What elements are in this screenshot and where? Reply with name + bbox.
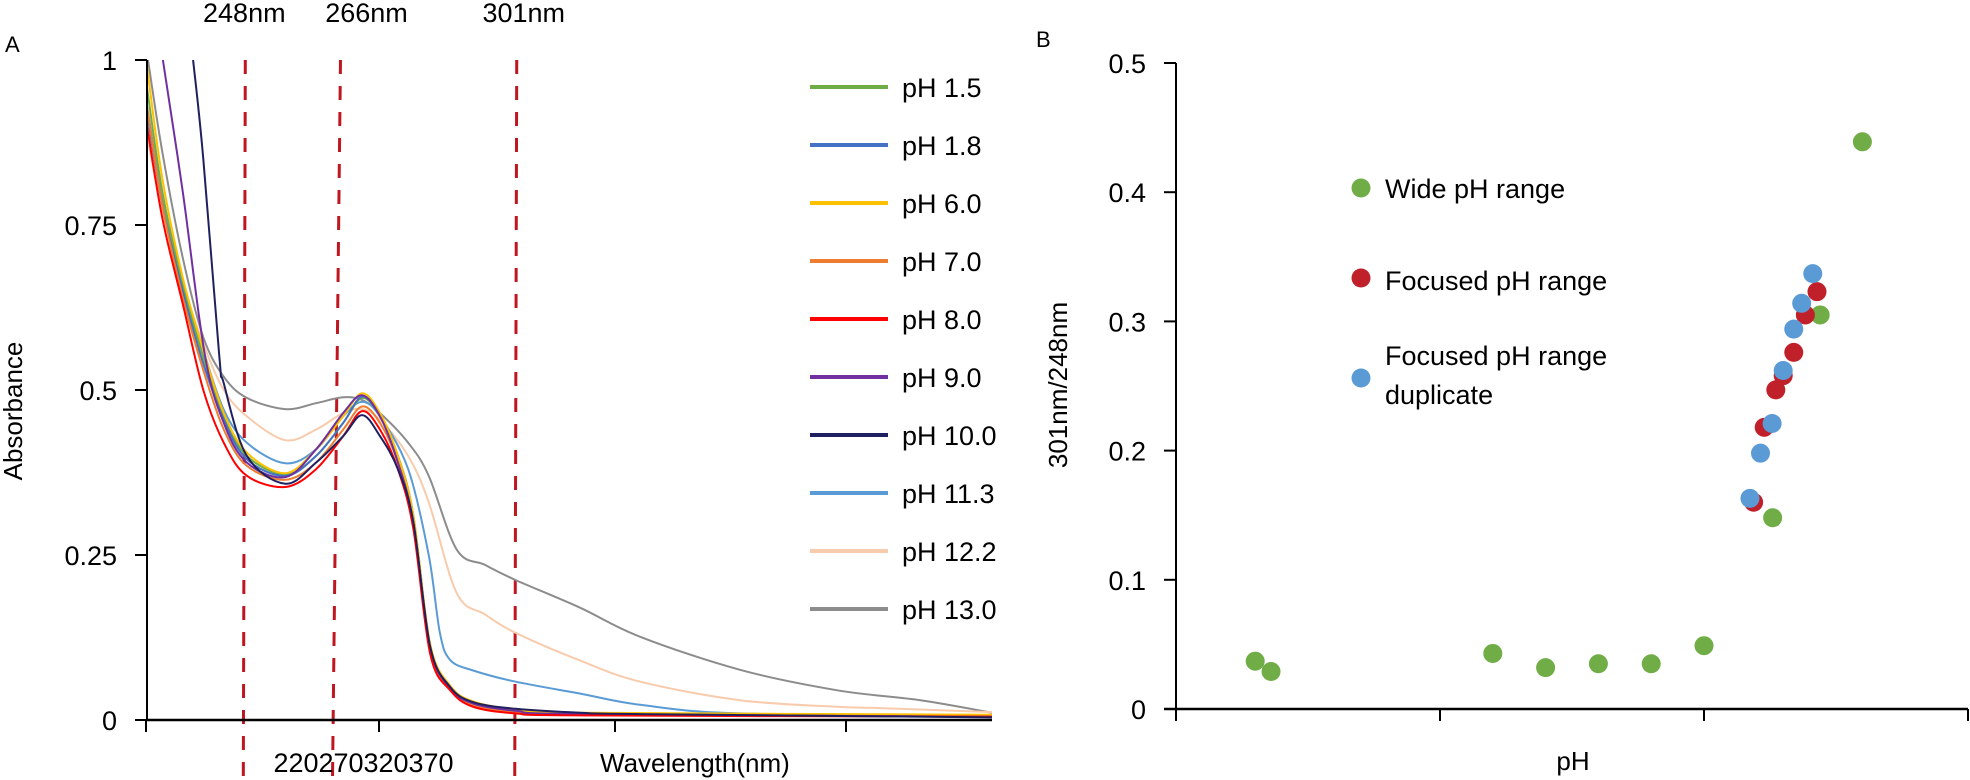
point-wide-ph-range (1536, 658, 1556, 678)
point-wide-ph-range (1763, 508, 1783, 528)
y-tick-label-b: 0.5 (1108, 49, 1146, 79)
point-wide-ph-range (1261, 662, 1281, 682)
y-tick-label-b: 0.1 (1108, 566, 1146, 596)
legend-label: pH 12.2 (902, 537, 997, 567)
y-tick-label: 0.25 (64, 541, 117, 571)
panel-a: A 248nm 266nm 301nm 0 0.25 0.5 0.75 1 220 270 320… (0, 0, 997, 780)
x-tick-label: 220 (273, 748, 318, 778)
point-focused-ph-range-duplicate (1773, 360, 1793, 380)
x-tick-label: 370 (408, 748, 453, 778)
legend-label-b: Focused pH range (1385, 266, 1607, 296)
legend-label: pH 10.0 (902, 421, 997, 451)
x-tick-label: 270 (318, 748, 363, 778)
absorbance-curves (147, 60, 992, 719)
legend-label: pH 7.0 (902, 247, 982, 277)
point-wide-ph-range (1588, 654, 1608, 674)
panel-b-axes: 0 0.1 0.2 0.3 0.4 0.5 (1108, 49, 1969, 725)
y-tick-label: 1 (102, 46, 117, 76)
point-focused-ph-range-duplicate (1740, 488, 1760, 508)
point-focused-ph-range (1807, 282, 1827, 302)
legend-label: pH 11.3 (902, 479, 995, 509)
curve-ph-13.0 (147, 60, 992, 714)
curve-ph-9.0 (161, 60, 992, 718)
x-axis-title: Wavelength(nm) (600, 748, 790, 778)
y-axis-title: Absorbance (0, 342, 28, 481)
legend-marker-b (1351, 178, 1371, 198)
panel-b: B 0 0.1 0.2 0.3 0.4 0.5 pH 301nm/248nm Wide p… (1036, 27, 1969, 776)
point-wide-ph-range (1245, 651, 1265, 671)
point-wide-ph-range (1810, 305, 1830, 325)
curve-ph-10.0 (192, 60, 992, 719)
panel-b-label: B (1036, 27, 1051, 52)
curve-ph-12.2 (147, 135, 992, 714)
marker-label: 301nm (482, 0, 565, 28)
legend-label: pH 1.8 (902, 131, 982, 161)
marker-label: 248nm (203, 0, 286, 28)
legend-label-b: Focused pH range (1385, 341, 1607, 371)
point-focused-ph-range (1784, 342, 1804, 362)
point-wide-ph-range (1483, 643, 1503, 663)
panel-a-label: A (5, 32, 20, 57)
legend-marker-b (1351, 268, 1371, 288)
y-tick-label: 0.75 (64, 211, 117, 241)
legend-label: pH 13.0 (902, 595, 997, 625)
wavelength-markers: 248nm 266nm 301nm (203, 0, 565, 780)
marker-line-266nm (330, 59, 342, 780)
legend-label-b: Wide pH range (1385, 174, 1565, 204)
y-tick-label-b: 0 (1131, 695, 1146, 725)
point-focused-ph-range-duplicate (1750, 443, 1770, 463)
legend-label: pH 8.0 (902, 305, 982, 335)
point-focused-ph-range-duplicate (1784, 319, 1804, 339)
legend-marker-b (1351, 368, 1371, 388)
legend-b: Wide pH range Focused pH range Focused pH … (1351, 174, 1607, 410)
y-tick-label-b: 0.3 (1108, 307, 1146, 337)
panel-a-axes: 0 0.25 0.5 0.75 1 220 270 320 370 (64, 46, 992, 778)
point-wide-ph-range (1694, 636, 1714, 656)
point-focused-ph-range-duplicate (1762, 413, 1782, 433)
scatter-points (1245, 132, 1872, 682)
curve-ph-7.0 (147, 106, 992, 717)
point-focused-ph-range (1766, 380, 1786, 400)
x-tick-label: 320 (363, 748, 408, 778)
curve-ph-11.3 (147, 106, 992, 717)
y-axis-title-b: 301nm/248nm (1043, 302, 1073, 468)
marker-line-248nm (241, 59, 247, 780)
point-focused-ph-range-duplicate (1803, 264, 1823, 284)
y-tick-label-b: 0.2 (1108, 437, 1146, 467)
marker-line-301nm (513, 59, 519, 780)
point-focused-ph-range-duplicate (1792, 293, 1812, 313)
legend: pH 1.5 pH 1.8 pH 6.0 pH 7.0 pH 8.0 pH 9.0 pH 1… (810, 73, 997, 625)
legend-label: pH 1.5 (902, 73, 982, 103)
x-axis-title-b: pH (1556, 746, 1589, 776)
curve-ph-1.5 (147, 87, 992, 717)
legend-label: pH 6.0 (902, 189, 982, 219)
y-tick-label: 0 (102, 706, 117, 736)
legend-label: pH 9.0 (902, 363, 982, 393)
point-wide-ph-range (1852, 132, 1872, 152)
curve-ph-8.0 (147, 125, 992, 718)
y-tick-label: 0.5 (79, 376, 117, 406)
legend-label-b: duplicate (1385, 380, 1493, 410)
point-wide-ph-range (1641, 654, 1661, 674)
curve-ph-6.0 (147, 66, 992, 716)
marker-label: 266nm (325, 0, 408, 28)
y-tick-label-b: 0.4 (1108, 178, 1146, 208)
